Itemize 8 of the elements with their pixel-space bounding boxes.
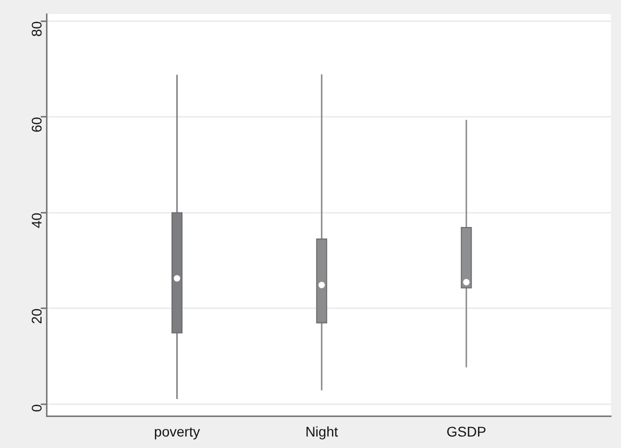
y-tick-label: 0 [28, 404, 45, 412]
y-tick-label: 60 [28, 116, 45, 133]
x-tick-label: GSDP [446, 423, 486, 440]
y-tick-label: 40 [28, 212, 45, 228]
x-tick-label: poverty [154, 423, 200, 440]
y-tick-label: 80 [28, 20, 45, 37]
x-tick-label: Night [305, 423, 338, 440]
y-tick-label: 20 [28, 308, 45, 324]
